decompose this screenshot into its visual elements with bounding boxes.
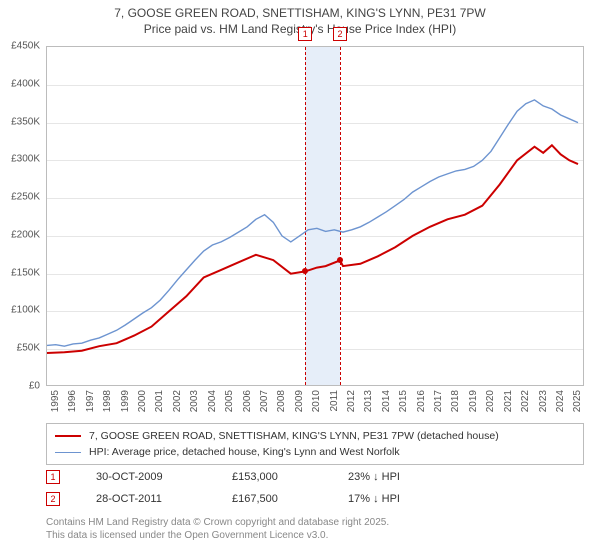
plot-wrap: 12 £0£50K£100K£150K£200K£250K£300K£350K£…	[46, 46, 584, 386]
sales-date: 28-OCT-2011	[96, 493, 216, 505]
sales-date: 30-OCT-2009	[96, 471, 216, 483]
y-tick-label: £200K	[0, 229, 40, 240]
sales-row: 1 30-OCT-2009 £153,000 23% ↓ HPI	[46, 466, 584, 488]
legend-label: HPI: Average price, detached house, King…	[89, 444, 400, 460]
y-tick-label: £400K	[0, 78, 40, 89]
x-tick-label: 2013	[363, 390, 374, 412]
marker-tag: 2	[333, 27, 347, 41]
legend-swatch	[55, 452, 81, 453]
legend-row: HPI: Average price, detached house, King…	[55, 444, 575, 460]
x-tick-label: 2001	[154, 390, 165, 412]
sales-row: 2 28-OCT-2011 £167,500 17% ↓ HPI	[46, 488, 584, 510]
y-tick-label: £350K	[0, 116, 40, 127]
title-line-1: 7, GOOSE GREEN ROAD, SNETTISHAM, KING'S …	[0, 6, 600, 20]
sale-point-dot	[302, 268, 308, 274]
x-tick-label: 1997	[85, 390, 96, 412]
x-tick-label: 2025	[572, 390, 583, 412]
x-tick-label: 2019	[468, 390, 479, 412]
x-tick-label: 2004	[207, 390, 218, 412]
x-tick-label: 2005	[224, 390, 235, 412]
x-tick-label: 2008	[276, 390, 287, 412]
legend-label: 7, GOOSE GREEN ROAD, SNETTISHAM, KING'S …	[89, 428, 499, 444]
sales-tag: 1	[46, 470, 60, 484]
x-tick-label: 2016	[416, 390, 427, 412]
legend-box: 7, GOOSE GREEN ROAD, SNETTISHAM, KING'S …	[46, 423, 584, 465]
x-tick-label: 2020	[485, 390, 496, 412]
legend-swatch	[55, 435, 81, 437]
sales-delta: 23% ↓ HPI	[348, 471, 448, 483]
legend-row: 7, GOOSE GREEN ROAD, SNETTISHAM, KING'S …	[55, 428, 575, 444]
x-tick-label: 2010	[311, 390, 322, 412]
sales-tag: 2	[46, 492, 60, 506]
series-hpi	[47, 100, 578, 346]
x-tick-label: 2007	[259, 390, 270, 412]
x-tick-label: 1995	[50, 390, 61, 412]
sales-price: £167,500	[232, 493, 332, 505]
x-tick-label: 2021	[503, 390, 514, 412]
chart-svg	[47, 47, 585, 387]
x-tick-label: 2024	[555, 390, 566, 412]
y-tick-label: £300K	[0, 154, 40, 165]
sales-delta: 17% ↓ HPI	[348, 493, 448, 505]
y-tick-label: £50K	[0, 343, 40, 354]
x-tick-label: 2011	[329, 390, 340, 412]
marker-tag: 1	[298, 27, 312, 41]
attribution: Contains HM Land Registry data © Crown c…	[46, 516, 584, 542]
x-tick-label: 2017	[433, 390, 444, 412]
x-tick-label: 2015	[398, 390, 409, 412]
x-tick-label: 2000	[137, 390, 148, 412]
y-tick-label: £100K	[0, 305, 40, 316]
x-tick-label: 2023	[538, 390, 549, 412]
x-tick-label: 2012	[346, 390, 357, 412]
y-tick-label: £250K	[0, 192, 40, 203]
x-tick-label: 2009	[294, 390, 305, 412]
plot-area: 12	[46, 46, 584, 386]
x-tick-label: 1999	[120, 390, 131, 412]
series-property	[47, 145, 578, 353]
x-tick-label: 2003	[189, 390, 200, 412]
x-tick-label: 1996	[67, 390, 78, 412]
x-tick-label: 1998	[102, 390, 113, 412]
sale-point-dot	[337, 257, 343, 263]
sales-price: £153,000	[232, 471, 332, 483]
y-tick-label: £150K	[0, 267, 40, 278]
y-tick-label: £0	[0, 381, 40, 392]
x-tick-label: 2022	[520, 390, 531, 412]
x-tick-label: 2006	[242, 390, 253, 412]
x-tick-label: 2018	[450, 390, 461, 412]
y-tick-label: £450K	[0, 41, 40, 52]
attribution-line-1: Contains HM Land Registry data © Crown c…	[46, 516, 584, 529]
x-tick-label: 2002	[172, 390, 183, 412]
x-tick-label: 2014	[381, 390, 392, 412]
sales-table: 1 30-OCT-2009 £153,000 23% ↓ HPI 2 28-OCT-201…	[46, 466, 584, 510]
attribution-line-2: This data is licensed under the Open Gov…	[46, 529, 584, 542]
